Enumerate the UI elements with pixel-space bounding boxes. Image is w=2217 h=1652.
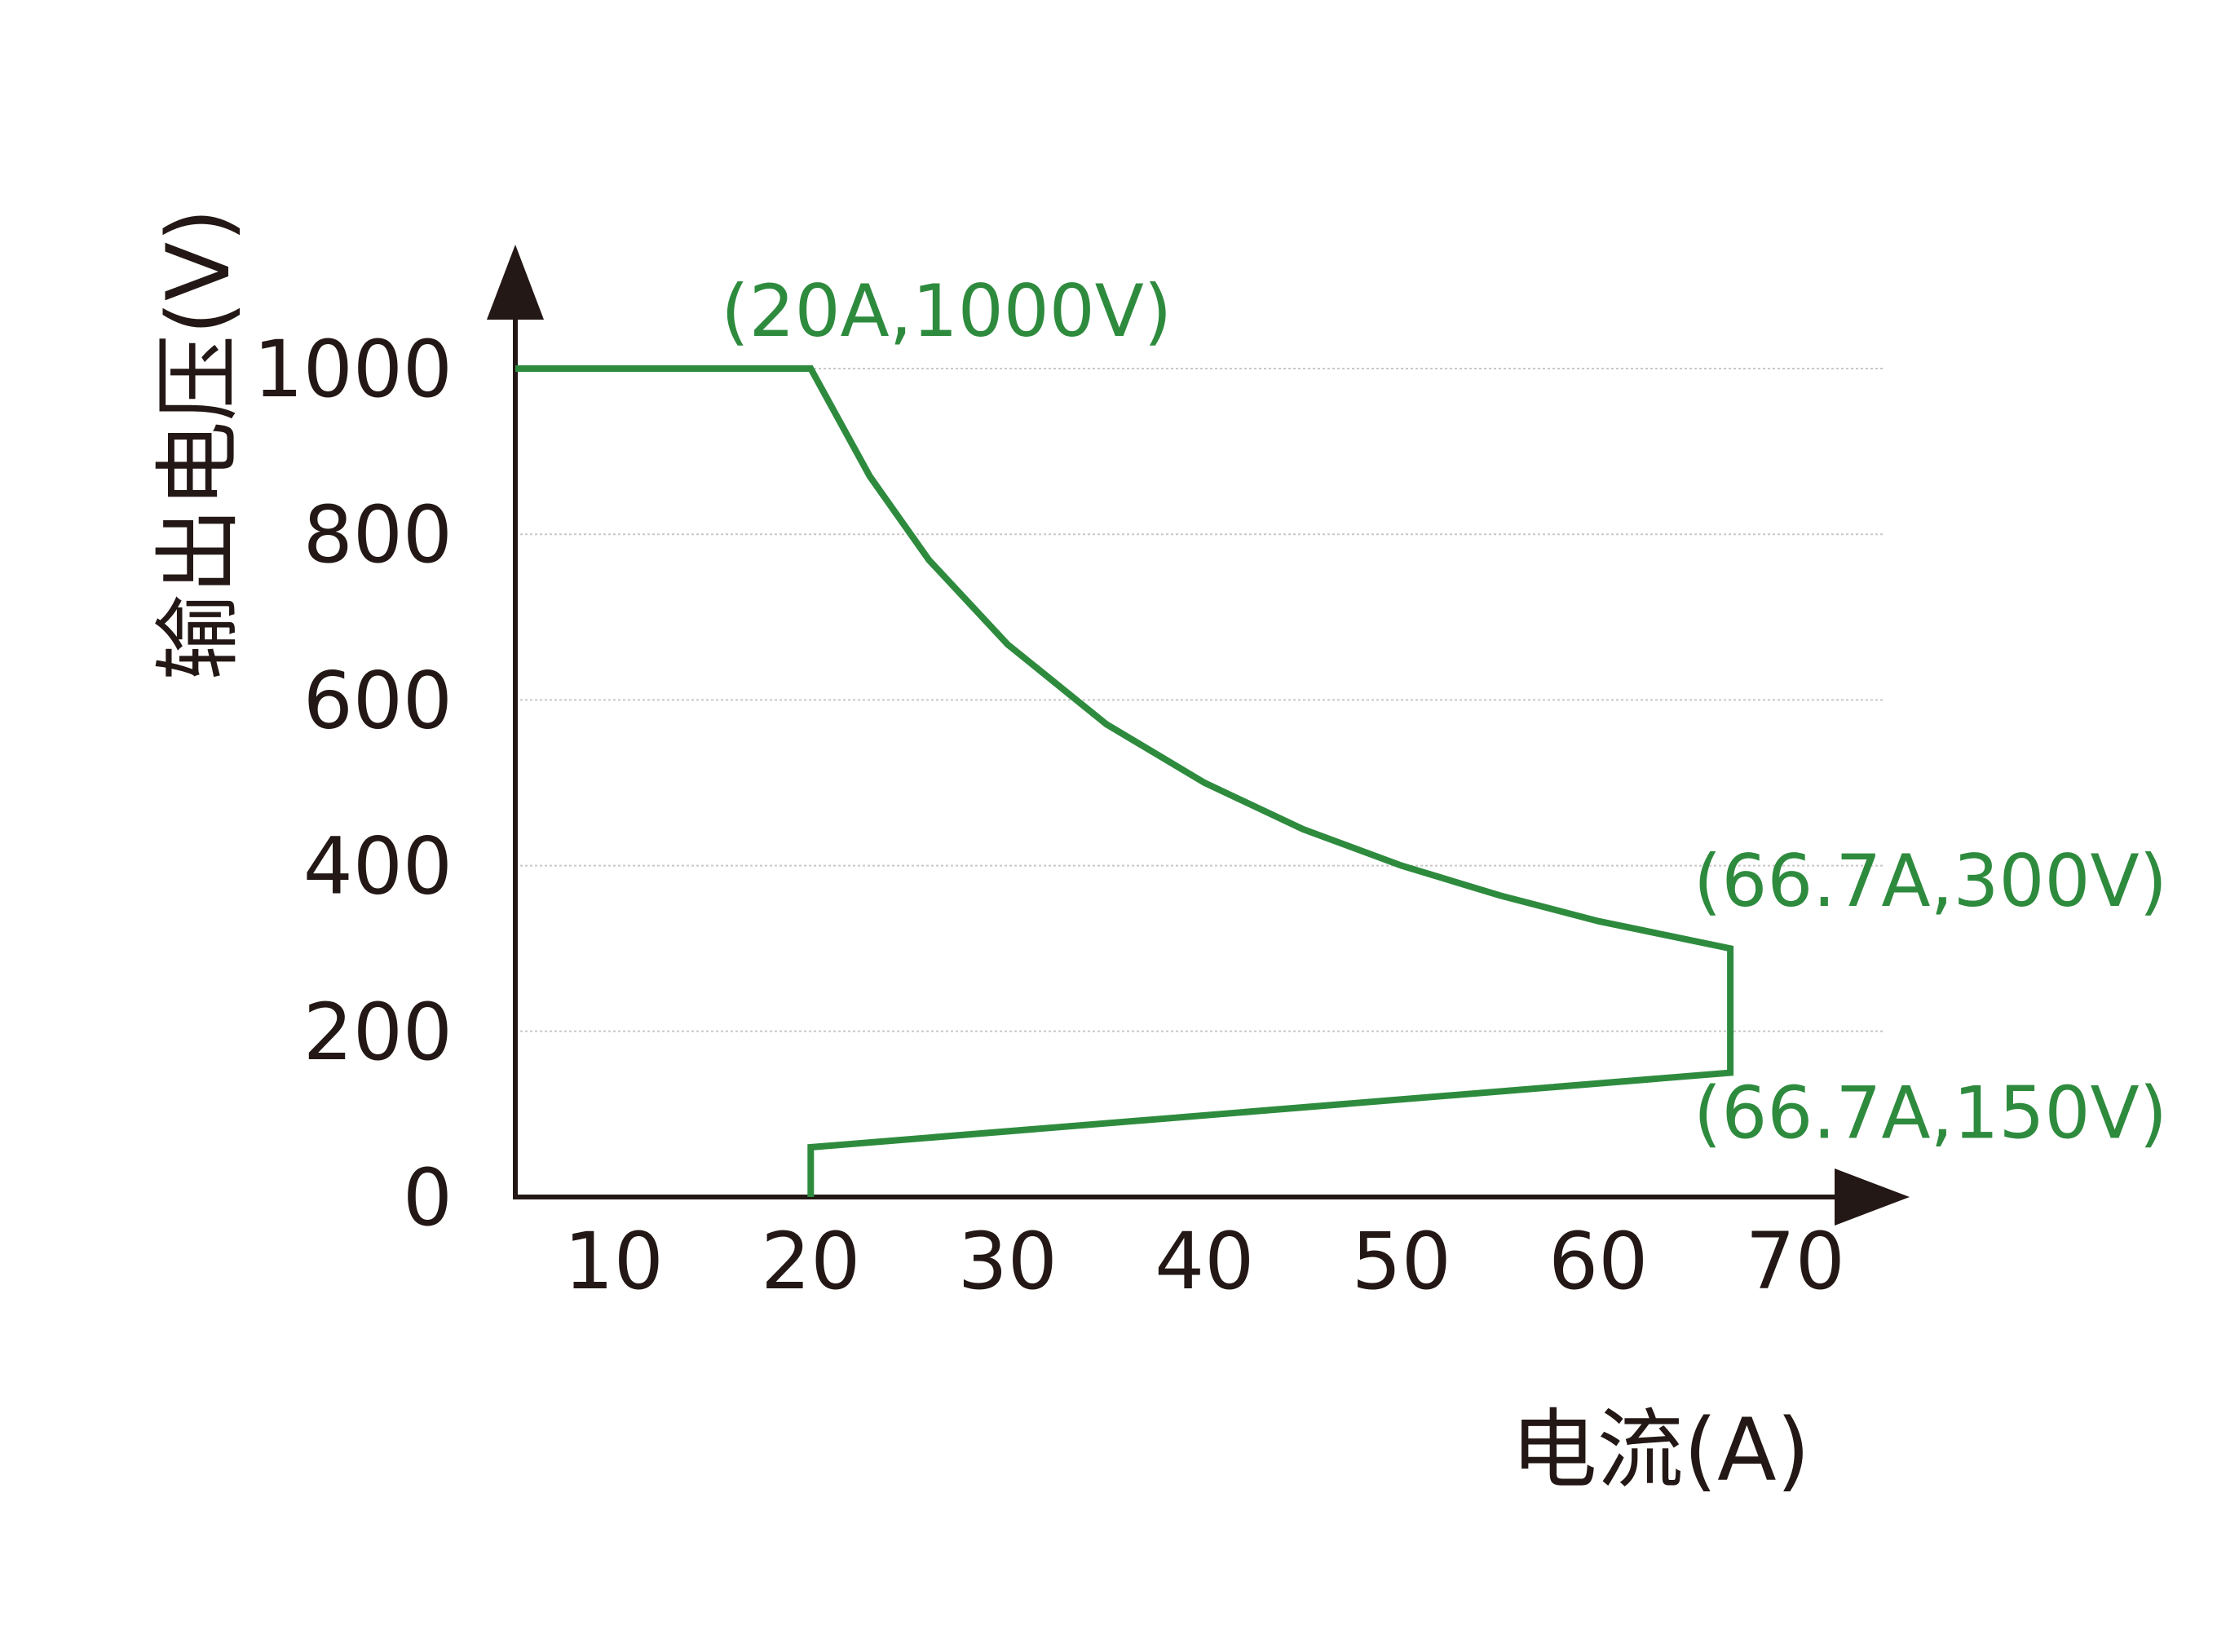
annotation-label-1: (66.7A,300V): [1694, 839, 2167, 923]
x-tick-label-60: 60: [1548, 1216, 1648, 1307]
x-tick-label-20: 20: [761, 1216, 860, 1307]
y-tick-label-600: 600: [303, 655, 453, 746]
tick-labels: 10 20 30 40 50 60 70 0 200 400 600 800 1000: [254, 324, 1845, 1307]
y-tick-label-800: 800: [303, 489, 453, 581]
y-axis-arrow-icon: [487, 245, 544, 320]
series-layer: [515, 365, 1734, 1197]
x-tick-label-30: 30: [958, 1216, 1058, 1307]
x-tick-label-10: 10: [564, 1216, 664, 1307]
y-tick-label-0: 0: [403, 1152, 453, 1243]
x-axis-arrow-icon: [1835, 1168, 1910, 1226]
x-tick-label-50: 50: [1352, 1216, 1451, 1307]
annotation-label-2: (66.7A,150V): [1694, 1071, 2167, 1155]
x-tick-label-40: 40: [1155, 1216, 1254, 1307]
series-line-0: [515, 365, 1734, 1197]
annotations: (20A,1000V) (66.7A,300V) (66.7A,150V): [721, 269, 2167, 1155]
grid-lines: [515, 368, 1885, 1032]
y-tick-label-1000: 1000: [254, 324, 453, 415]
annotation-label-0: (20A,1000V): [721, 269, 1172, 353]
axes: [487, 245, 1910, 1226]
x-axis-title: 电流(A): [1511, 1400, 1810, 1500]
y-axis-title: 输出电压(V): [148, 208, 249, 680]
x-tick-label-70: 70: [1746, 1216, 1845, 1307]
y-tick-label-400: 400: [303, 821, 453, 912]
y-tick-label-200: 200: [303, 987, 453, 1078]
